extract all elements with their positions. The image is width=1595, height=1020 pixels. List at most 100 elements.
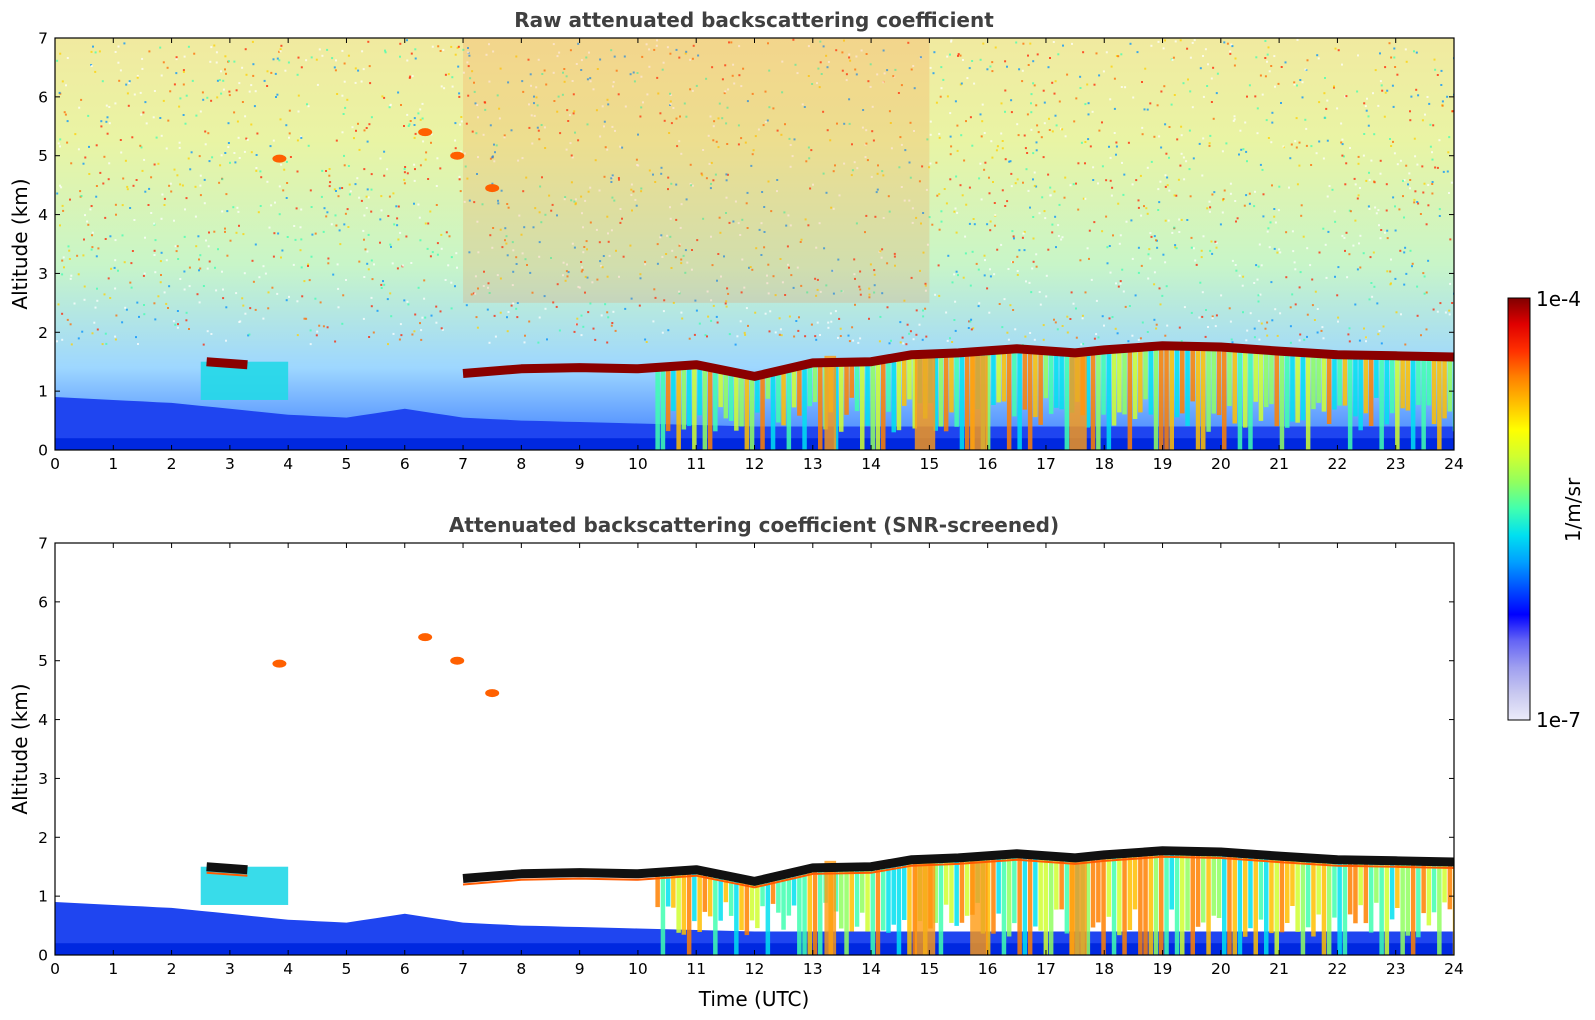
panel2-title: Attenuated backscattering coefficient (S…: [449, 513, 1059, 537]
precip-shaft: [1069, 355, 1087, 450]
colorbar-max-label: 1e-4: [1536, 287, 1581, 311]
panel2-xlabel: Time (UTC): [698, 987, 810, 1011]
x-tick-label: 20: [1211, 960, 1231, 978]
cloud-base-edge: [206, 871, 248, 877]
x-tick-label: 0: [50, 960, 60, 978]
x-tick-label: 1: [108, 455, 118, 473]
cirrus-feature: [450, 656, 465, 665]
x-tick-label: 18: [1094, 455, 1114, 473]
surface-layer: [55, 943, 1454, 955]
y-tick-label: 4: [38, 206, 48, 224]
cirrus-feature: [450, 151, 465, 160]
x-tick-label: 18: [1094, 960, 1114, 978]
cloud-base-early: [206, 357, 248, 370]
x-tick-label: 14: [861, 455, 881, 473]
x-tick-label: 20: [1211, 455, 1231, 473]
x-tick-label: 23: [1386, 455, 1406, 473]
cirrus-feature: [418, 633, 433, 642]
panel2-plot-area: [55, 543, 1454, 955]
colorbar-unit-label: 1/m/sr: [1561, 477, 1585, 542]
precip-shaft: [824, 860, 837, 955]
x-tick-label: 3: [225, 455, 235, 473]
noise-warm-region: [463, 38, 930, 303]
x-tick-label: 23: [1386, 960, 1406, 978]
x-tick-label: 10: [628, 960, 648, 978]
surface-layer: [55, 438, 1454, 450]
x-tick-label: 0: [50, 455, 60, 473]
x-tick-label: 13: [803, 455, 823, 473]
y-tick-label: 5: [38, 652, 48, 670]
x-tick-label: 15: [920, 455, 940, 473]
x-tick-label: 5: [342, 455, 352, 473]
x-tick-label: 19: [1153, 960, 1173, 978]
x-tick-label: 9: [575, 455, 585, 473]
y-tick-label: 1: [38, 383, 48, 401]
panel1-ylabel: Altitude (km): [8, 178, 32, 309]
x-tick-label: 4: [283, 960, 293, 978]
panel2-x-axis: 0 1 2 3 4 5 6 7 8 9 10 11 12 13 14 15 16 17 18 19 20 21 22 23 24: [50, 543, 1464, 978]
x-tick-label: 6: [400, 960, 410, 978]
panel1-x-axis: 0 1 2 3 4 5 6 7 8 9 10 11 12 13 14 15 16 17 18 19 20 21 22 23 24: [50, 38, 1464, 473]
virga-streaks: [655, 345, 1454, 450]
x-tick-label: 5: [342, 960, 352, 978]
x-tick-label: 15: [920, 960, 940, 978]
aerosol-layer: [55, 397, 1454, 450]
x-tick-label: 17: [1036, 455, 1056, 473]
y-tick-label: 2: [38, 324, 48, 342]
colorbar-gradient: [1507, 297, 1531, 721]
x-tick-label: 22: [1328, 960, 1348, 978]
panel1-title: Raw attenuated backscattering coefficien…: [514, 8, 994, 32]
x-tick-label: 11: [686, 455, 706, 473]
x-tick-label: 14: [861, 960, 881, 978]
y-tick-label: 3: [38, 265, 48, 283]
x-tick-label: 7: [458, 455, 468, 473]
y-tick-label: 0: [38, 442, 48, 460]
x-tick-label: 12: [745, 960, 765, 978]
cirrus-feature: [485, 184, 500, 193]
y-tick-label: 4: [38, 711, 48, 729]
x-tick-label: 16: [978, 960, 998, 978]
cloud-base: [462, 341, 1454, 381]
x-tick-label: 6: [400, 455, 410, 473]
cirrus-feature: [485, 689, 500, 698]
colorbar: 1e-4 1e-7 1/m/sr: [1507, 287, 1585, 732]
x-tick-label: 17: [1036, 960, 1056, 978]
x-tick-label: 9: [575, 960, 585, 978]
precip-shaft: [970, 355, 988, 450]
y-tick-label: 7: [38, 535, 48, 553]
x-tick-label: 16: [978, 455, 998, 473]
x-tick-label: 4: [283, 455, 293, 473]
cloud-base: [462, 846, 1454, 886]
x-tick-label: 8: [516, 960, 526, 978]
x-tick-label: 13: [803, 960, 823, 978]
x-tick-label: 1: [108, 960, 118, 978]
precip-shaft: [824, 355, 837, 450]
precip-shaft: [914, 860, 936, 955]
x-tick-label: 8: [516, 455, 526, 473]
cloud-base-edge: [462, 855, 1454, 889]
precip-shaft: [970, 860, 988, 955]
cloud-base-early: [206, 862, 248, 875]
y-tick-label: 2: [38, 829, 48, 847]
cirrus-feature: [272, 154, 287, 163]
virga-streaks: [655, 850, 1454, 955]
colorbar-min-label: 1e-7: [1536, 708, 1581, 732]
y-tick-label: 3: [38, 770, 48, 788]
x-tick-label: 2: [167, 960, 177, 978]
x-tick-label: 2: [167, 455, 177, 473]
x-tick-label: 12: [745, 455, 765, 473]
y-tick-label: 0: [38, 947, 48, 965]
x-tick-label: 11: [686, 960, 706, 978]
y-tick-label: 7: [38, 30, 48, 48]
y-tick-label: 5: [38, 147, 48, 165]
panel1-plot-area: [55, 38, 1454, 450]
precip-shaft: [914, 355, 936, 450]
panel1-y-axis: 0 1 2 3 4 5 6 7: [38, 30, 1454, 460]
x-tick-label: 21: [1269, 960, 1289, 978]
precip-shaft: [1069, 860, 1087, 955]
y-tick-label: 6: [38, 88, 48, 106]
y-tick-label: 1: [38, 888, 48, 906]
x-tick-label: 22: [1328, 455, 1348, 473]
y-tick-label: 6: [38, 593, 48, 611]
